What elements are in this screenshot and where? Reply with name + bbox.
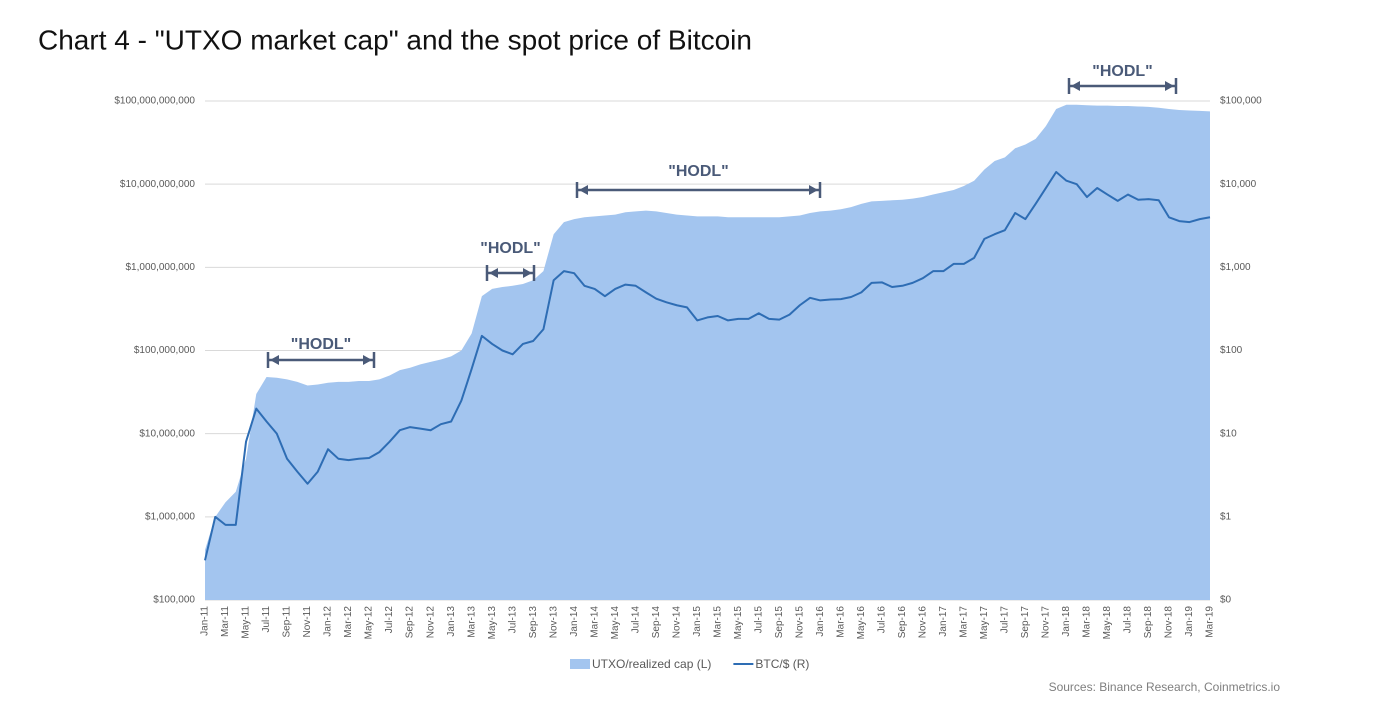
y-tick-label: $100,000,000 xyxy=(134,345,196,356)
x-tick-label: Nov-12 xyxy=(425,606,436,639)
arrow-head xyxy=(363,355,372,365)
x-tick-label: Mar-13 xyxy=(466,606,477,638)
x-tick-label: Jul-13 xyxy=(507,606,518,634)
x-tick-label: Nov-15 xyxy=(794,606,805,639)
line xyxy=(204,171,1211,561)
y2-tick-label: $100,000 xyxy=(1220,96,1262,107)
x-tick-label: Jan-15 xyxy=(692,606,703,637)
arrow-head xyxy=(1165,81,1174,91)
x-tick-label: Jan-12 xyxy=(323,606,334,637)
x-tick-label: Jan-18 xyxy=(1061,606,1072,637)
x-tick-label: May-11 xyxy=(241,606,252,639)
x-tick-label: Sep-17 xyxy=(1020,606,1031,639)
annotation: "HODL" xyxy=(480,240,541,257)
legend-label: UTXO/realized cap (L) xyxy=(592,657,711,671)
x-tick-label: Mar-14 xyxy=(589,606,600,638)
annotation: "HODL" xyxy=(291,336,352,353)
x-tick-label: Nov-18 xyxy=(1164,606,1175,639)
x-tick-label: Mar-15 xyxy=(712,606,723,638)
x-tick-label: Sep-16 xyxy=(897,606,908,639)
x-tick-label: Nov-14 xyxy=(671,606,682,639)
hodl-bracket xyxy=(575,182,822,198)
x-tick-label: Jul-11 xyxy=(261,606,272,633)
chart-title: Chart 4 - "UTXO market cap" and the spot… xyxy=(38,24,752,55)
arrow-head xyxy=(579,185,588,195)
annotation: "HODL" xyxy=(1092,63,1153,80)
y2-tick-label: $10 xyxy=(1220,428,1237,439)
x-tick-label: Jan-11 xyxy=(200,606,211,636)
x-tick-label: Sep-13 xyxy=(528,606,539,639)
y-tick-label: $10,000,000,000 xyxy=(120,179,196,190)
legend-swatch xyxy=(570,659,590,669)
x-tick-label: Mar-18 xyxy=(1082,606,1093,638)
x-tick-label: Sep-18 xyxy=(1143,606,1154,639)
x-tick-label: Jul-16 xyxy=(876,606,887,634)
x-tick-label: May-14 xyxy=(610,606,621,640)
x-tick-label: Mar-16 xyxy=(835,606,846,638)
hodl-bracket xyxy=(1067,78,1178,94)
x-tick-label: May-15 xyxy=(733,606,744,640)
x-tick-label: Jul-15 xyxy=(753,606,764,634)
arrow-head xyxy=(489,268,498,278)
y2-tick-label: $100 xyxy=(1220,345,1243,356)
legend-label: BTC/$ (R) xyxy=(755,657,809,671)
hodl-bracket xyxy=(266,352,376,368)
annotation: "HODL" xyxy=(668,163,729,180)
arrow-head xyxy=(523,268,532,278)
x-tick-label: Nov-13 xyxy=(548,606,559,639)
arrow-head xyxy=(270,355,279,365)
x-tick-label: May-12 xyxy=(364,606,375,640)
hodl-bracket xyxy=(485,265,536,281)
x-tick-label: Jan-16 xyxy=(815,606,826,637)
arrow-head xyxy=(809,185,818,195)
y2-tick-label: $1 xyxy=(1220,511,1232,522)
y-tick-label: $1,000,000,000 xyxy=(125,262,195,273)
x-tick-label: Mar-19 xyxy=(1205,606,1216,638)
x-tick-label: Nov-11 xyxy=(302,606,313,638)
arrow-head xyxy=(1071,81,1080,91)
y-tick-label: $100,000 xyxy=(153,595,195,606)
x-tick-label: Jan-19 xyxy=(1184,606,1195,637)
x-tick-label: May-17 xyxy=(979,606,990,640)
x-tick-label: Sep-12 xyxy=(405,606,416,639)
y-tick-label: $10,000,000 xyxy=(139,428,195,439)
x-tick-label: Sep-11 xyxy=(282,606,293,638)
x-tick-label: Sep-14 xyxy=(651,606,662,639)
y2-tick-label: $10,000 xyxy=(1220,179,1257,190)
x-tick-label: Nov-16 xyxy=(917,606,928,639)
x-tick-label: Nov-17 xyxy=(1041,606,1052,639)
x-tick-label: May-18 xyxy=(1102,606,1113,640)
x-tick-label: May-16 xyxy=(856,606,867,640)
y-tick-label: $100,000,000,000 xyxy=(114,96,195,107)
area xyxy=(205,104,1210,601)
x-tick-label: Jan-14 xyxy=(569,606,580,637)
y-tick-label: $1,000,000 xyxy=(145,511,195,522)
x-tick-label: Mar-11 xyxy=(220,606,231,637)
x-tick-label: Mar-17 xyxy=(959,606,970,638)
x-tick-label: Sep-15 xyxy=(774,606,785,639)
x-tick-label: Jul-12 xyxy=(384,606,395,634)
y2-tick-label: $0 xyxy=(1220,595,1232,606)
x-tick-label: Jul-14 xyxy=(630,606,641,634)
x-tick-label: Jul-17 xyxy=(1000,606,1011,634)
y2-tick-label: $1,000 xyxy=(1220,262,1251,273)
x-tick-label: Jan-17 xyxy=(938,606,949,637)
x-tick-label: Jul-18 xyxy=(1123,606,1134,634)
x-tick-label: Mar-12 xyxy=(343,606,354,638)
source: Sources: Binance Research, Coinmetrics.i… xyxy=(1049,680,1281,694)
x-tick-label: Jan-13 xyxy=(446,606,457,637)
x-tick-label: May-13 xyxy=(487,606,498,640)
